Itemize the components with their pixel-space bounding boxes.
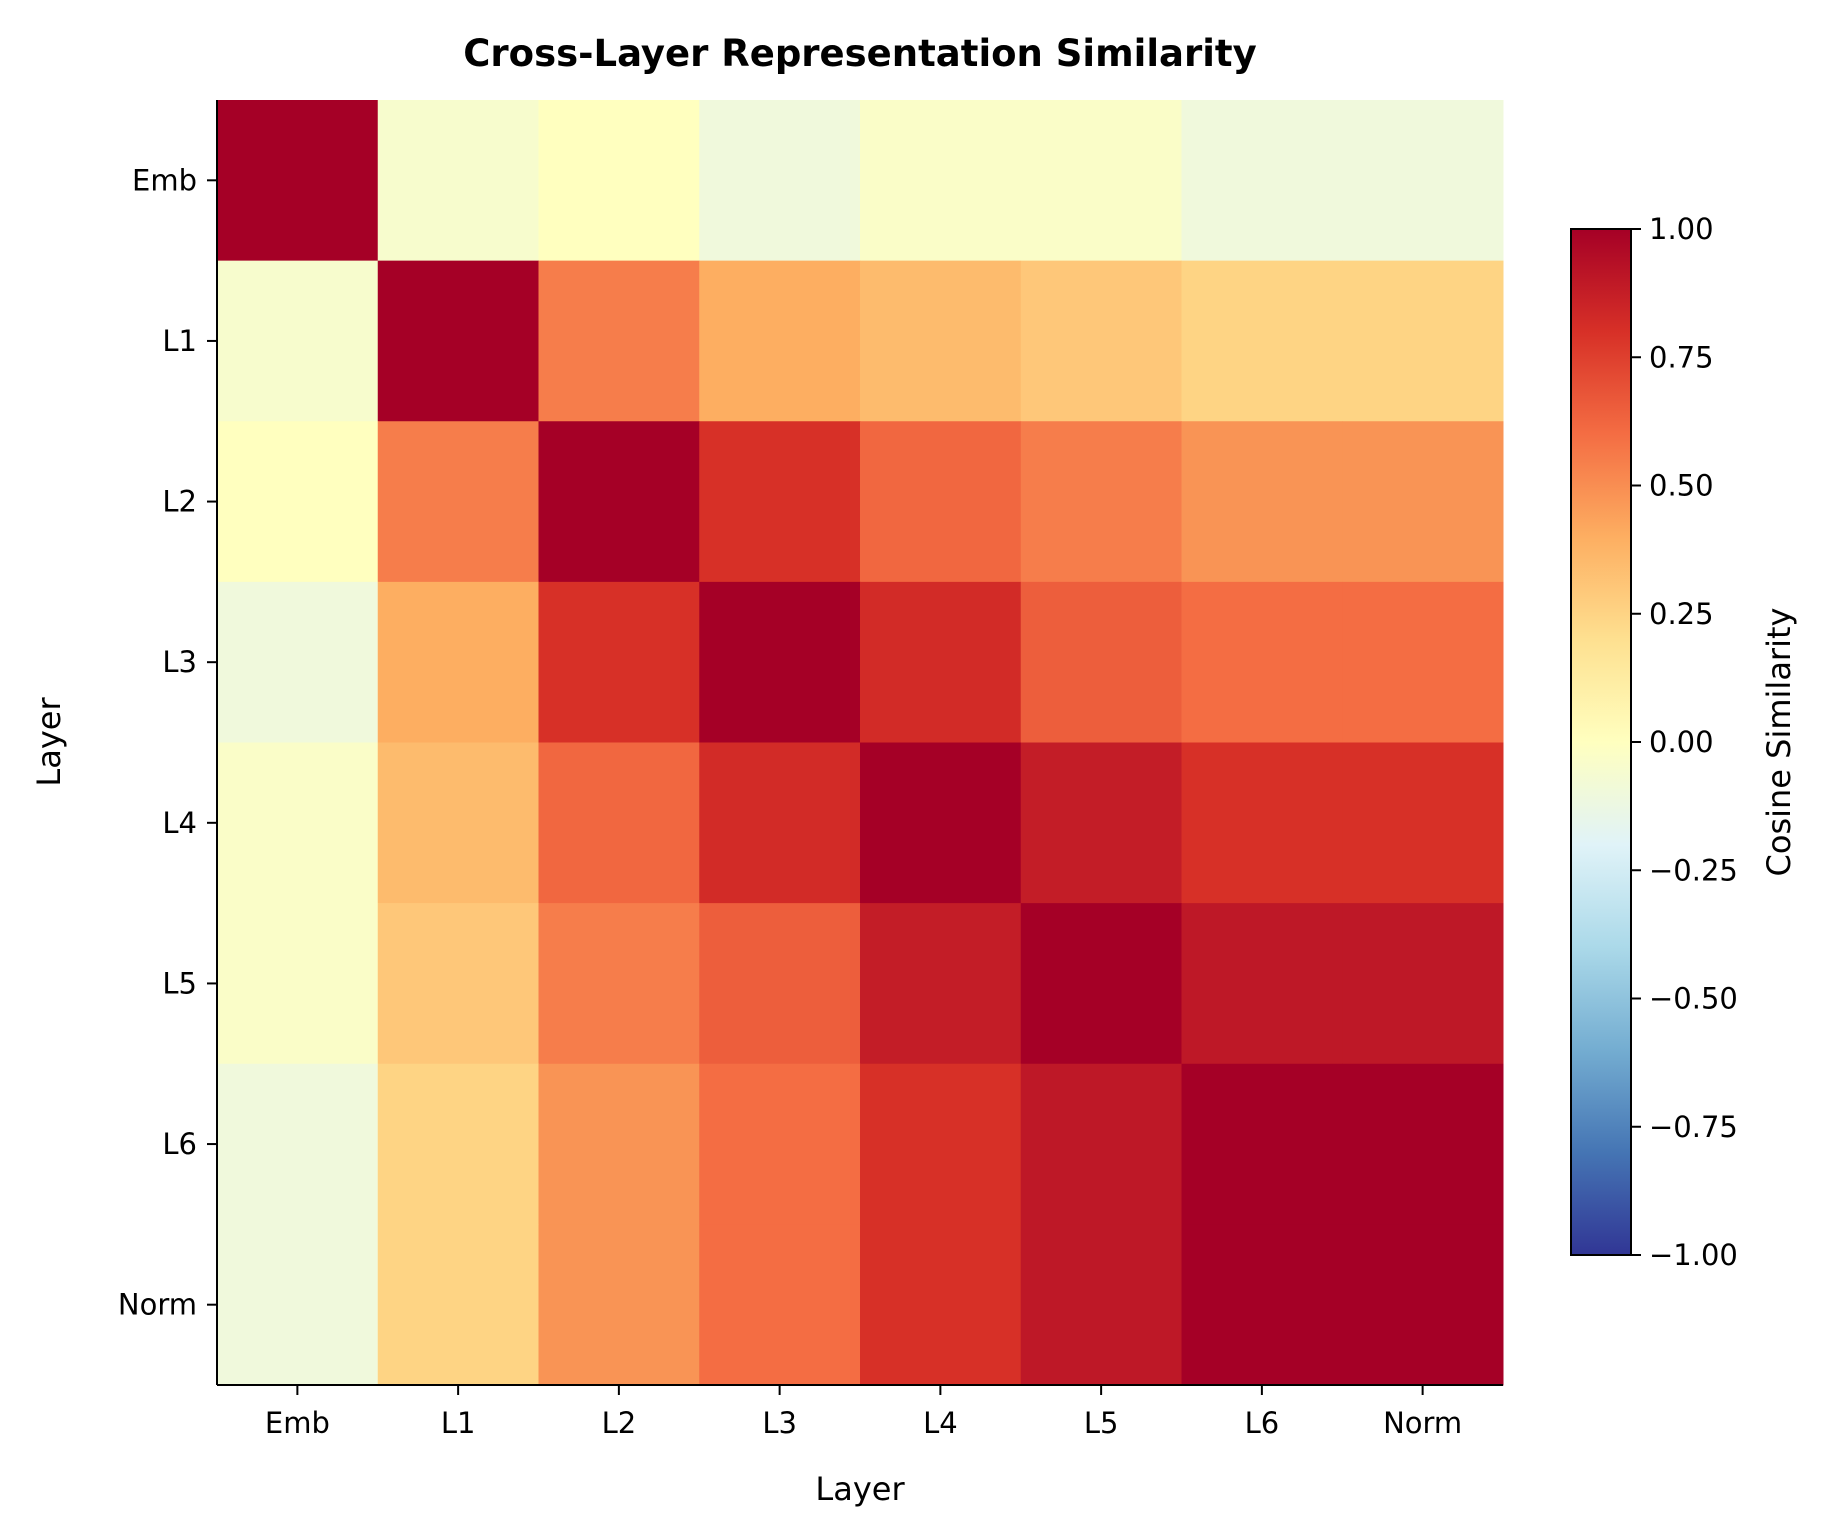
heatmap-cell bbox=[1020, 421, 1182, 583]
colorbar bbox=[1570, 228, 1632, 1256]
heatmap-cell bbox=[860, 742, 1022, 904]
heatmap-cell bbox=[1181, 581, 1343, 743]
heatmap-cell bbox=[217, 421, 379, 583]
y-tick-label: L2 bbox=[162, 485, 197, 519]
heatmap-cell bbox=[1342, 581, 1504, 743]
colorbar-tick-label: −0.75 bbox=[1649, 1110, 1738, 1144]
heatmap-cell bbox=[1342, 1063, 1504, 1225]
colorbar-tick-label: 0.25 bbox=[1649, 597, 1714, 631]
y-tick-label: L6 bbox=[162, 1127, 197, 1161]
heatmap-cell bbox=[1020, 260, 1182, 422]
heatmap-cell bbox=[538, 260, 700, 422]
heatmap-cell bbox=[699, 100, 861, 262]
x-tick-label: L2 bbox=[602, 1406, 637, 1440]
y-tick-label: Norm bbox=[118, 1288, 197, 1322]
heatmap-cell bbox=[860, 581, 1022, 743]
heatmap-cell bbox=[860, 260, 1022, 422]
heatmap-cell bbox=[1181, 1224, 1343, 1386]
heatmap-cell bbox=[377, 421, 539, 583]
heatmap-cell bbox=[377, 581, 539, 743]
heatmap-cell bbox=[1181, 742, 1343, 904]
x-axis-label: Layer bbox=[815, 1470, 905, 1508]
heatmap-cell bbox=[860, 100, 1022, 262]
heatmap-cell bbox=[860, 903, 1022, 1065]
heatmap-cell bbox=[377, 100, 539, 262]
heatmap-cell bbox=[1181, 100, 1343, 262]
heatmap-cell bbox=[538, 421, 700, 583]
x-tick-label: L6 bbox=[1245, 1406, 1280, 1440]
heatmap-cell bbox=[699, 1224, 861, 1386]
y-tick-label: L1 bbox=[162, 324, 197, 358]
heatmap-cell bbox=[1342, 421, 1504, 583]
heatmap-cell bbox=[1342, 903, 1504, 1065]
heatmap-cell bbox=[1181, 1063, 1343, 1225]
heatmap-cell bbox=[1342, 742, 1504, 904]
heatmap-cell bbox=[699, 260, 861, 422]
y-tick-label: Emb bbox=[132, 163, 197, 197]
heatmap-cell bbox=[1020, 581, 1182, 743]
x-tick-label: L3 bbox=[762, 1406, 797, 1440]
heatmap-cell bbox=[1020, 100, 1182, 262]
x-tick-label: Norm bbox=[1383, 1406, 1462, 1440]
heatmap-cell bbox=[699, 742, 861, 904]
heatmap-cells bbox=[217, 100, 1504, 1386]
heatmap-cell bbox=[699, 581, 861, 743]
heatmap-cell bbox=[538, 742, 700, 904]
heatmap-cell bbox=[538, 903, 700, 1065]
heatmap-cell bbox=[699, 421, 861, 583]
colorbar-tick-label: 1.00 bbox=[1649, 212, 1714, 246]
x-tick-label: L5 bbox=[1084, 1406, 1119, 1440]
x-tick-label: Emb bbox=[265, 1406, 330, 1440]
x-tick-label: L4 bbox=[923, 1406, 958, 1440]
heatmap-cell bbox=[1342, 1224, 1504, 1386]
heatmap-cell bbox=[1181, 260, 1343, 422]
colorbar-label: Cosine Similarity bbox=[1760, 608, 1798, 877]
heatmap-cell bbox=[1342, 100, 1504, 262]
heatmap-cell bbox=[1020, 1063, 1182, 1225]
heatmap-cell bbox=[1020, 742, 1182, 904]
colorbar-tick-label: −0.25 bbox=[1649, 853, 1738, 887]
heatmap-cell bbox=[699, 1063, 861, 1225]
heatmap-cell bbox=[1020, 903, 1182, 1065]
colorbar-ticks: 1.00 0.75 0.50 0.25 0.00 −0.25 −0.50 −0.75 −1.00 bbox=[1631, 212, 1738, 1272]
heatmap-cell bbox=[860, 1063, 1022, 1225]
heatmap-cell bbox=[538, 100, 700, 262]
heatmap-cell bbox=[217, 742, 379, 904]
heatmap-cell bbox=[217, 260, 379, 422]
colorbar-tick-label: −0.50 bbox=[1649, 982, 1738, 1016]
y-tick-label: L3 bbox=[162, 645, 197, 679]
heatmap-cell bbox=[860, 421, 1022, 583]
colorbar-tick-label: 0.00 bbox=[1649, 725, 1714, 759]
heatmap-cell bbox=[377, 903, 539, 1065]
colorbar-tick-label: −1.00 bbox=[1649, 1238, 1738, 1272]
y-axis-label: Layer bbox=[30, 697, 68, 787]
heatmap-cell bbox=[1342, 260, 1504, 422]
heatmap-cell bbox=[377, 1224, 539, 1386]
y-tick-label: L4 bbox=[162, 806, 197, 840]
heatmap-cell bbox=[377, 1063, 539, 1225]
heatmap-cell bbox=[217, 1224, 379, 1386]
heatmap-cell bbox=[860, 1224, 1022, 1386]
heatmap-cell bbox=[538, 581, 700, 743]
x-tick-label: L1 bbox=[441, 1406, 476, 1440]
colorbar-tick-label: 0.75 bbox=[1649, 340, 1714, 374]
axes: Emb L1 L2 L3 L4 L5 L6 Norm Emb L1 L2 L3 L4 L5 L6 Norm bbox=[118, 100, 1503, 1440]
y-tick-label: L5 bbox=[162, 966, 197, 1000]
heatmap-cell bbox=[377, 742, 539, 904]
heatmap-cell bbox=[217, 1063, 379, 1225]
heatmap-cell bbox=[538, 1063, 700, 1225]
heatmap-cell bbox=[538, 1224, 700, 1386]
chart-title: Cross-Layer Representation Similarity bbox=[463, 32, 1256, 75]
heatmap-cell bbox=[217, 581, 379, 743]
heatmap-cell bbox=[1181, 903, 1343, 1065]
heatmap-cell bbox=[1181, 421, 1343, 583]
heatmap-cell bbox=[217, 100, 379, 262]
heatmap-cell bbox=[1020, 1224, 1182, 1386]
heatmap-cell bbox=[377, 260, 539, 422]
colorbar-tick-label: 0.50 bbox=[1649, 469, 1714, 503]
heatmap-cell bbox=[699, 903, 861, 1065]
heatmap-cell bbox=[217, 903, 379, 1065]
